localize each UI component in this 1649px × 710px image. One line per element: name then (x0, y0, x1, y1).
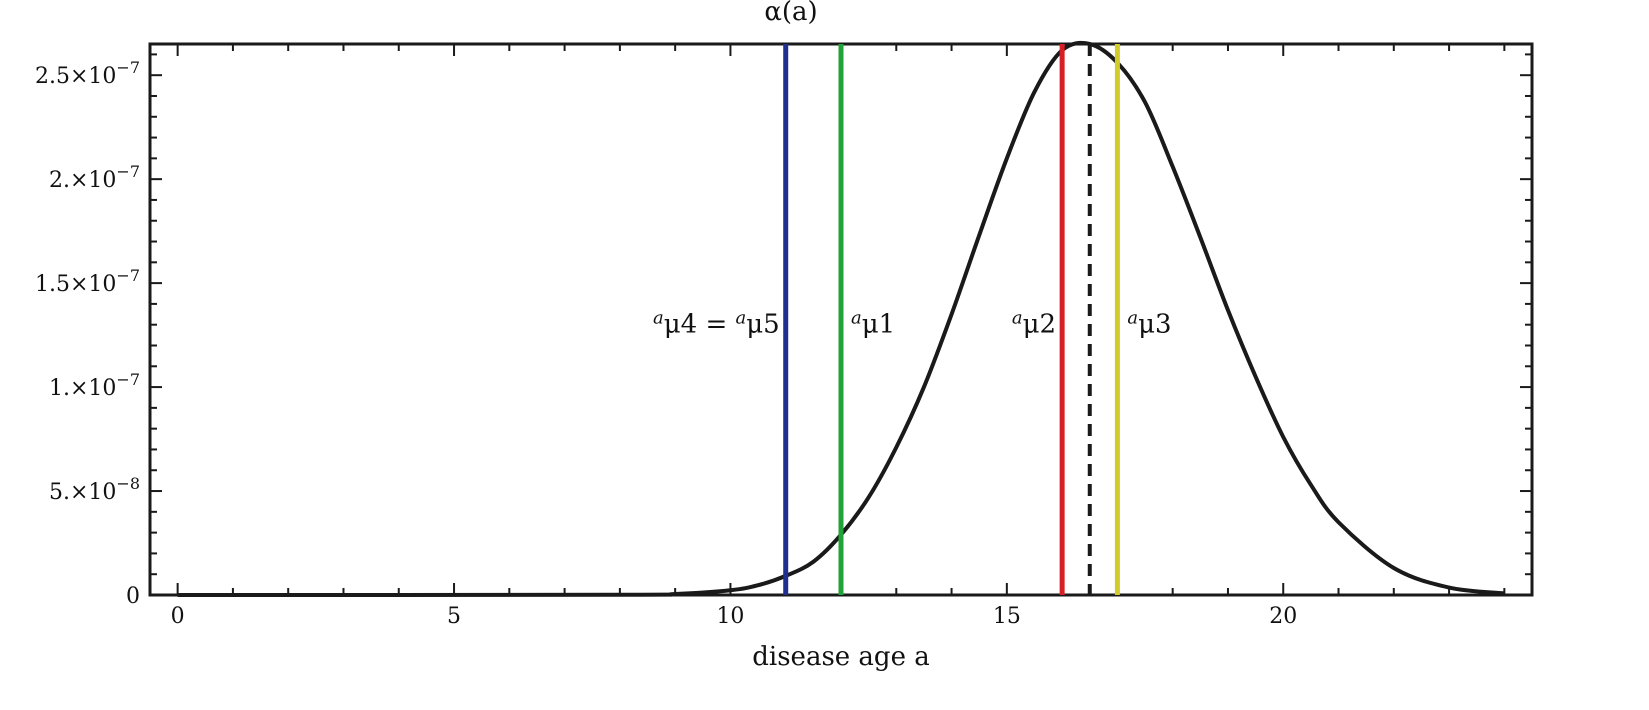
y-tick-label: 5.×10−8 (49, 474, 140, 505)
y-tick-label: 1.5×10−7 (35, 266, 140, 297)
x-axis-title: disease age a (752, 642, 929, 672)
vertical-line-label: aμ4 = aμ5 (653, 308, 780, 340)
vertical-marker-labels: aμ4 = aμ5 aμ1 aμ2 aμ3 (653, 308, 1172, 340)
vertical-line-label: aμ1 (851, 308, 895, 340)
vertical-markers (783, 44, 1120, 595)
x-tick-label: 0 (171, 604, 185, 629)
x-tick-label: 20 (1269, 604, 1297, 629)
y-tick-label: 2.5×10−7 (35, 58, 140, 89)
y-tick-label: 1.×10−7 (49, 370, 140, 401)
axis-ticks (150, 44, 1532, 596)
y-tick-labels: 0 5.×10−8 1.×10−7 1.5×10−7 2.×10−7 2.5×10−7 (35, 58, 140, 609)
vertical-line-label: aμ3 (1127, 308, 1171, 340)
x-tick-label: 10 (716, 604, 744, 629)
alpha-curve (177, 40, 1505, 597)
x-tick-labels: 0 5 10 15 20 (171, 604, 1298, 629)
y-tick-label: 2.×10−7 (49, 162, 140, 193)
y-tick-label: 0 (126, 584, 140, 609)
vertical-line-label: aμ2 (1012, 308, 1056, 340)
chart-title: α(a) (764, 0, 817, 27)
x-tick-label: 5 (447, 604, 461, 629)
x-tick-label: 15 (993, 604, 1021, 629)
